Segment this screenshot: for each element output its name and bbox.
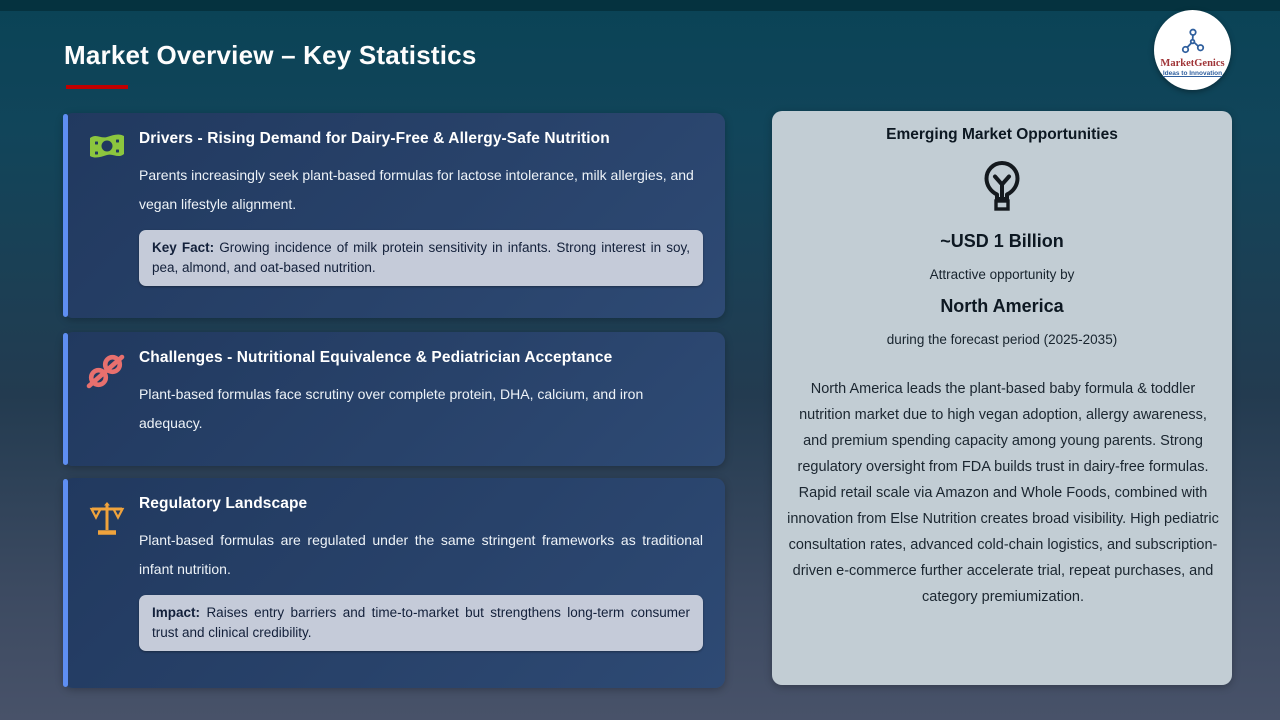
logo-brand: MarketGenics [1160, 57, 1225, 69]
drivers-card-title: Drivers - Rising Demand for Dairy-Free &… [139, 130, 610, 147]
challenges-card-title: Challenges - Nutritional Equivalence & P… [139, 349, 613, 366]
opportunity-panel-title: Emerging Market Opportunities [886, 126, 1118, 143]
regulatory-card: Regulatory Landscape Plant-based formula… [63, 478, 725, 688]
impact-label: Impact: [152, 605, 201, 620]
title-underline [66, 85, 128, 89]
money-bill-icon [88, 130, 126, 167]
opportunity-value: ~USD 1 Billion [940, 231, 1064, 251]
challenges-card-body: Plant-based formulas face scrutiny over … [139, 386, 644, 431]
balance-scale-icon [88, 500, 126, 543]
impact-box: Impact: Raises entry barriers and time-t… [139, 595, 703, 651]
opportunity-period: during the forecast period (2025-2035) [886, 332, 1118, 347]
regulatory-card-title: Regulatory Landscape [139, 495, 308, 512]
challenges-card: Challenges - Nutritional Equivalence & P… [63, 332, 725, 466]
logo-tagline: Ideas to Innovation [1162, 70, 1223, 78]
impact-text: Raises entry barriers and time-to-market… [152, 605, 690, 640]
key-fact-label: Key Fact: [152, 240, 215, 255]
drivers-card-body: Parents increasingly seek plant-based fo… [139, 167, 694, 212]
key-fact-text: Growing incidence of milk protein sensit… [152, 240, 690, 275]
lightbulb-icon [984, 161, 1020, 211]
opportunity-description: North America leads the plant-based baby… [787, 381, 1219, 605]
page-title: Market Overview – Key Statistics [64, 40, 477, 70]
key-fact-box: Key Fact: Growing incidence of milk prot… [139, 230, 703, 286]
drivers-card: Drivers - Rising Demand for Dairy-Free &… [63, 113, 725, 318]
opportunity-panel: Emerging Market Opportunities ~USD 1 Bil… [772, 111, 1232, 685]
broken-link-icon [85, 353, 127, 396]
opportunity-region: North America [940, 296, 1064, 316]
top-accent-strip [0, 0, 1280, 11]
regulatory-card-body: Plant-based formulas are regulated under… [139, 532, 703, 577]
molecule-icon [1181, 28, 1204, 53]
opportunity-subtitle: Attractive opportunity by [929, 267, 1075, 282]
logo: MarketGenics Ideas to Innovation [1154, 10, 1231, 90]
